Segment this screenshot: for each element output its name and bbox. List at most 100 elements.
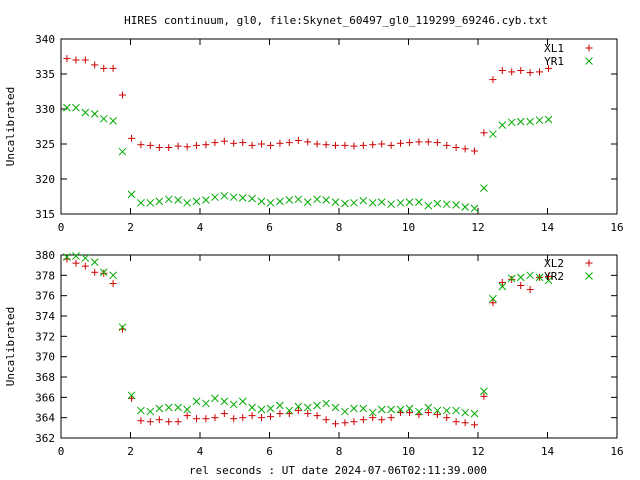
data-point — [146, 198, 155, 207]
y-tick-label: 368 — [35, 371, 55, 384]
data-point — [461, 145, 469, 153]
data-point — [508, 68, 516, 76]
data-point — [396, 198, 405, 207]
data-point — [192, 197, 201, 206]
data-point — [350, 418, 358, 426]
data-point — [377, 198, 386, 206]
data-point — [470, 204, 479, 213]
data-point — [248, 194, 256, 203]
data-point — [174, 142, 182, 150]
data-point — [230, 415, 238, 423]
bottom-panel: 0 2 4 6 8 10 12 14 16 362 364 366 368 370 372 374 376 378… — [4, 249, 624, 458]
legend-marker — [585, 272, 593, 280]
data-point — [266, 404, 275, 413]
series-xl1 — [63, 55, 553, 155]
data-point — [368, 198, 377, 207]
data-point — [90, 110, 99, 118]
data-point — [359, 196, 368, 205]
data-point — [211, 139, 219, 147]
top-panel: 0 2 4 6 8 10 12 14 16 315 320 325 330 335 340 Uncalibra… — [4, 33, 624, 234]
data-point — [480, 184, 488, 192]
data-point — [516, 273, 525, 282]
data-point — [220, 410, 228, 418]
data-point — [480, 392, 488, 400]
data-point — [489, 76, 497, 84]
data-point — [471, 421, 479, 429]
data-point — [415, 138, 423, 146]
data-point — [118, 147, 127, 156]
data-point — [63, 253, 71, 261]
legend-label: YR2 — [544, 270, 564, 283]
y-tick-label: 372 — [35, 330, 55, 343]
y-tick-label: 315 — [35, 208, 55, 221]
data-point — [202, 399, 210, 408]
data-point — [63, 103, 71, 112]
data-point — [174, 403, 182, 412]
data-point — [128, 394, 136, 402]
y-tick-label: 335 — [35, 68, 55, 81]
data-point — [452, 406, 460, 415]
data-point — [396, 405, 405, 414]
data-point — [332, 141, 340, 149]
data-point — [406, 409, 414, 417]
data-point — [193, 141, 201, 149]
data-point — [433, 406, 442, 415]
data-point — [489, 299, 497, 307]
data-point — [72, 56, 80, 64]
data-point — [397, 139, 405, 147]
data-point — [387, 141, 395, 149]
legend-label: XL2 — [544, 257, 564, 270]
data-point — [322, 196, 330, 204]
data-point — [285, 139, 293, 147]
data-point — [526, 69, 534, 77]
data-point — [183, 198, 191, 207]
data-point — [498, 282, 507, 291]
data-point — [276, 197, 284, 206]
data-point — [341, 141, 349, 149]
data-point — [536, 68, 544, 76]
data-point — [498, 278, 506, 286]
data-point — [424, 201, 433, 210]
x-tick-label: 4 — [197, 221, 204, 234]
x-tick-label: 4 — [197, 445, 204, 458]
data-point — [229, 193, 238, 202]
data-point — [248, 403, 256, 412]
x-tick-label: 8 — [336, 445, 343, 458]
data-point — [489, 130, 497, 139]
data-point — [443, 141, 451, 149]
data-point — [220, 191, 229, 200]
data-point — [461, 419, 469, 427]
data-point — [202, 196, 210, 204]
data-point — [405, 198, 414, 206]
data-point — [248, 412, 256, 420]
x-tick-label: 0 — [58, 445, 65, 458]
data-point — [517, 67, 525, 74]
data-point — [63, 55, 71, 63]
data-point — [257, 405, 266, 414]
data-point — [193, 415, 201, 423]
data-point — [266, 198, 275, 207]
x-tick-label: 12 — [471, 445, 484, 458]
data-point — [192, 397, 201, 406]
data-point — [137, 417, 145, 425]
data-point — [183, 412, 191, 420]
x-tick-label: 6 — [266, 445, 273, 458]
data-point — [91, 61, 99, 69]
x-tick-label: 14 — [541, 221, 555, 234]
data-point — [118, 323, 127, 332]
data-point — [359, 416, 367, 424]
y-tick-label: 362 — [35, 432, 55, 445]
data-point — [100, 64, 108, 72]
data-point — [285, 196, 294, 204]
y-tick-label: 364 — [35, 412, 55, 425]
data-point — [332, 420, 340, 428]
x-tick-label: 14 — [541, 445, 555, 458]
series-yr2 — [63, 252, 553, 418]
x-tick-label: 12 — [471, 221, 484, 234]
data-point — [304, 138, 312, 146]
data-point — [387, 405, 395, 414]
data-point — [303, 198, 312, 206]
legend-marker — [585, 259, 593, 267]
